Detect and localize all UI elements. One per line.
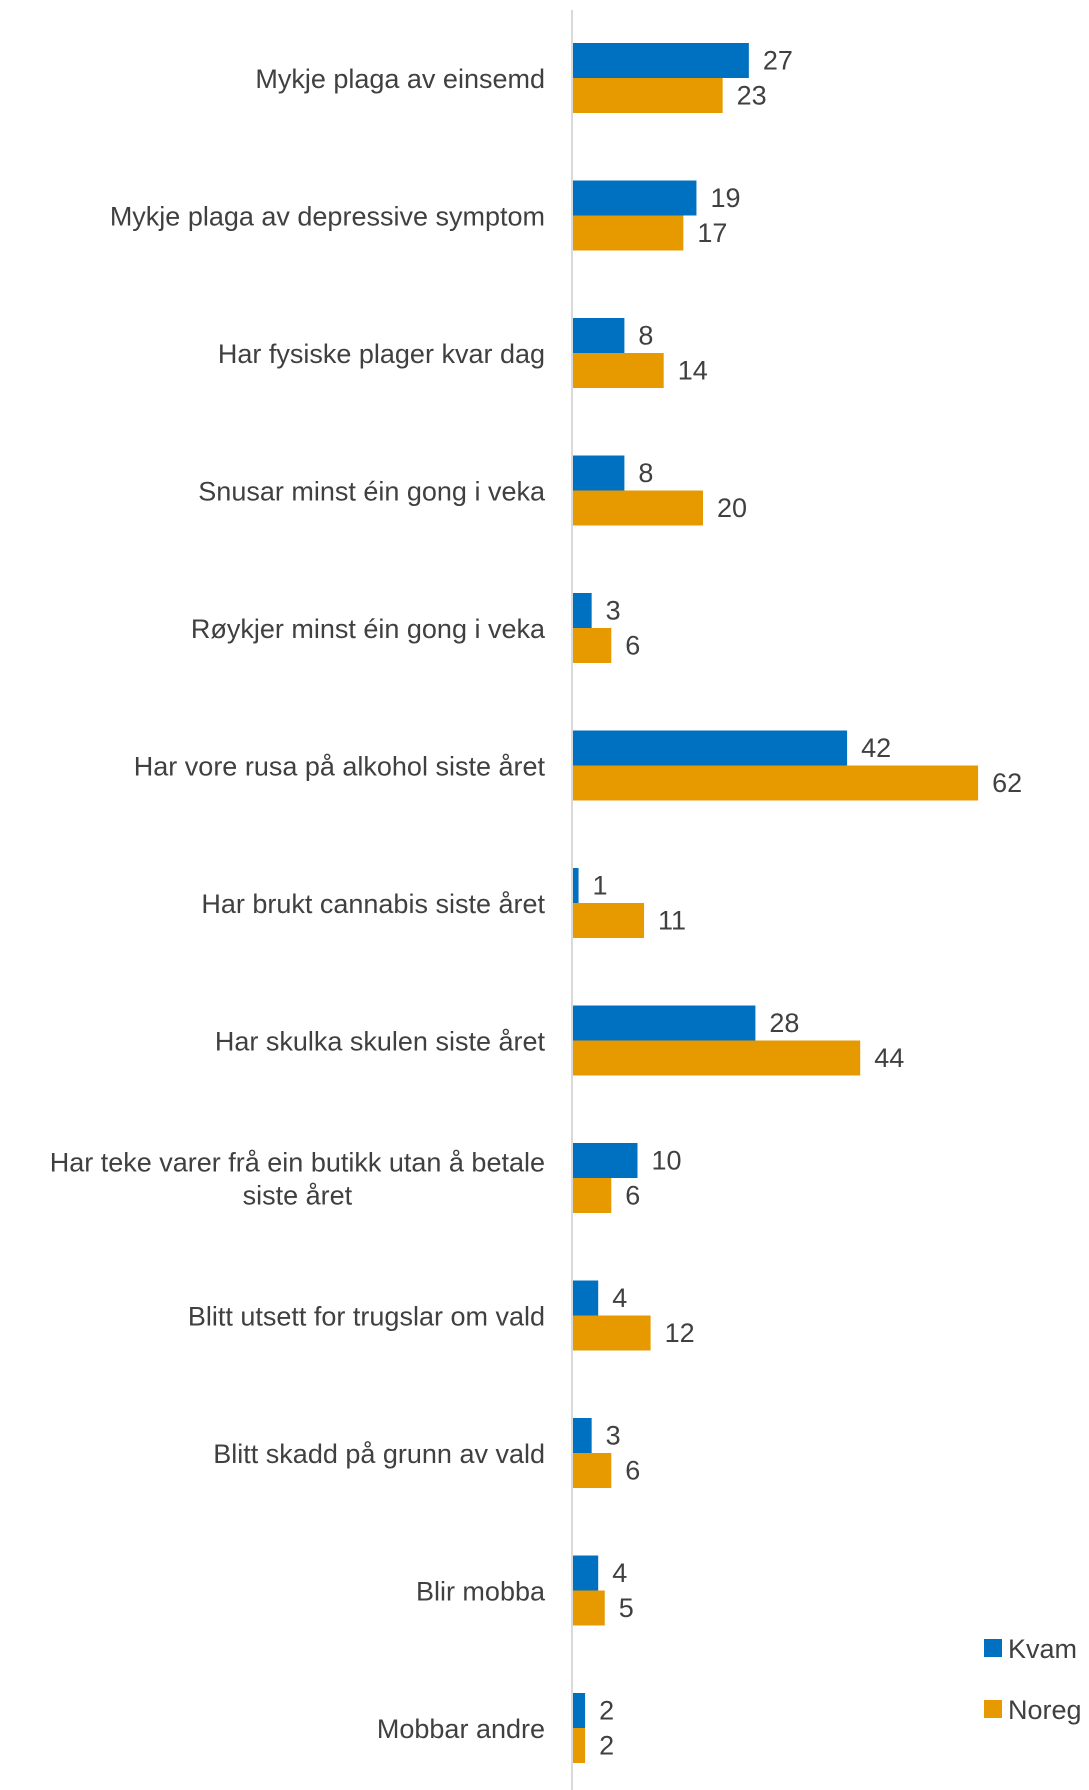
data-label-kvam: 8 (638, 321, 653, 351)
bar-noreg (572, 765, 979, 801)
data-label-noreg: 44 (874, 1043, 904, 1073)
category-label: Snusar minst éin gong i veka (198, 477, 546, 507)
bar-noreg (572, 1728, 586, 1763)
bar-noreg (572, 490, 703, 526)
bar-noreg (572, 78, 723, 113)
data-label-noreg: 14 (678, 356, 708, 386)
data-label-kvam: 42 (861, 733, 891, 763)
data-label-noreg: 6 (625, 1456, 640, 1486)
category-label: Mobbar andre (377, 1714, 545, 1744)
bar-noreg (572, 353, 664, 388)
category-label: Røykjer minst éin gong i veka (191, 614, 546, 644)
category-label: Mykje plaga av einsemd (255, 64, 545, 94)
bar-noreg (572, 1178, 612, 1213)
data-label-kvam: 28 (769, 1008, 799, 1038)
bar-kvam (572, 180, 697, 216)
legend-swatch-noreg (984, 1700, 1002, 1718)
data-label-kvam: 27 (763, 46, 793, 76)
data-label-noreg: 62 (992, 768, 1022, 798)
bar-noreg (572, 1453, 612, 1488)
data-label-noreg: 20 (717, 493, 747, 523)
data-label-noreg: 12 (665, 1318, 695, 1348)
bar-noreg (572, 1315, 651, 1351)
data-label-noreg: 5 (619, 1593, 634, 1623)
bar-kvam (572, 318, 625, 353)
bar-kvam (572, 1693, 586, 1728)
bar-kvam (572, 1143, 638, 1178)
bars-layer (572, 43, 979, 1763)
bar-kvam (572, 43, 749, 78)
data-label-kvam: 19 (710, 183, 740, 213)
category-label: Har vore rusa på alkohol siste året (134, 752, 546, 782)
bar-kvam (572, 1418, 592, 1453)
bar-noreg (572, 215, 684, 251)
data-label-noreg: 23 (737, 81, 767, 111)
category-label: Har skulka skulen siste året (215, 1027, 546, 1057)
category-label: Blitt utsett for trugslar om vald (188, 1302, 545, 1332)
bar-noreg (572, 1040, 861, 1076)
category-label: Blir mobba (416, 1577, 546, 1607)
bar-kvam (572, 455, 625, 491)
bar-kvam (572, 730, 848, 766)
data-label-noreg: 6 (625, 1181, 640, 1211)
category-label: Mykje plaga av depressive symptom (110, 202, 545, 232)
bar-noreg (572, 628, 612, 663)
legend-label-noreg: Noreg (1008, 1695, 1082, 1725)
bar-noreg (572, 1590, 605, 1626)
category-label: Blitt skadd på grunn av vald (213, 1439, 545, 1469)
data-label-kvam: 3 (606, 596, 621, 626)
bar-kvam (572, 1280, 599, 1316)
bar-kvam (572, 868, 579, 903)
bar-kvam (572, 593, 592, 628)
category-label: Har teke varer frå ein butikk utan å bet… (50, 1148, 545, 1178)
data-label-kvam: 1 (593, 871, 608, 901)
data-label-kvam: 4 (612, 1283, 627, 1313)
data-label-kvam: 2 (599, 1696, 614, 1726)
bar-noreg (572, 903, 645, 938)
legend: Kvam Noreg (984, 1634, 1082, 1725)
category-label: Har fysiske plager kvar dag (218, 339, 545, 369)
data-label-kvam: 3 (606, 1421, 621, 1451)
data-label-kvam: 10 (652, 1146, 682, 1176)
bar-kvam (572, 1005, 756, 1041)
data-label-kvam: 8 (638, 458, 653, 488)
data-label-noreg: 11 (658, 906, 686, 936)
data-label-kvam: 4 (612, 1558, 627, 1588)
category-label: siste året (243, 1181, 353, 1211)
bar-kvam (572, 1555, 599, 1591)
legend-label-kvam: Kvam (1008, 1634, 1077, 1664)
data-label-noreg: 2 (599, 1731, 614, 1761)
legend-swatch-kvam (984, 1639, 1002, 1657)
category-label: Har brukt cannabis siste året (201, 889, 545, 919)
data-label-noreg: 17 (697, 218, 727, 248)
data-label-noreg: 6 (625, 631, 640, 661)
